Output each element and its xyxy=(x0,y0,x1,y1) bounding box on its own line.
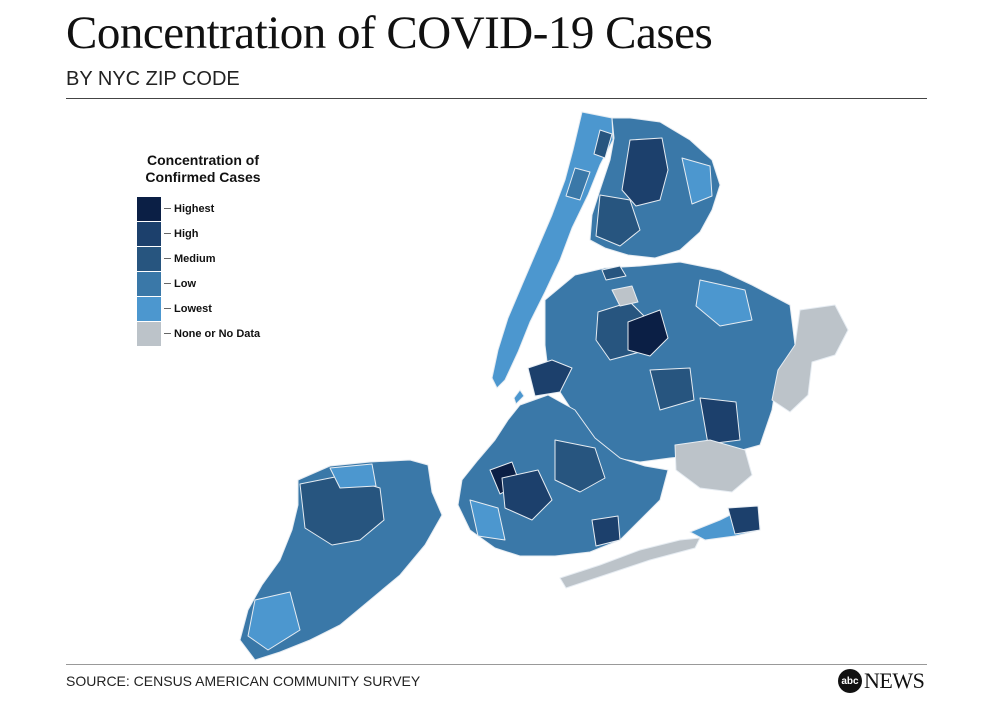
legend-title-line-2: Confirmed Cases xyxy=(145,169,261,185)
brooklyn-zip-area xyxy=(554,439,606,493)
legend-label-highest: Highest xyxy=(174,202,215,215)
legend-tick xyxy=(164,283,171,284)
legend-tick xyxy=(164,208,171,209)
map-legend: Concentration of Confirmed Cases Highest… xyxy=(128,152,288,346)
brooklyn-zip-area xyxy=(501,469,553,521)
legend-swatch-no-data xyxy=(137,321,161,346)
bronx-zip-area xyxy=(595,194,641,247)
abc-news-logo: abc NEWS xyxy=(838,668,925,694)
legend-item-high: High xyxy=(128,221,288,246)
footer-divider xyxy=(66,664,927,665)
legend-item-lowest: Lowest xyxy=(128,296,288,321)
legend-label-no-data: None or No Data xyxy=(174,327,261,340)
staten-island-zip-area xyxy=(329,463,377,489)
legend-item-no-data: None or No Data xyxy=(128,321,288,346)
page-title: Concentration of COVID-19 Cases xyxy=(66,7,713,59)
abc-logo-mark: abc xyxy=(838,669,862,693)
legend-label-lowest: Lowest xyxy=(174,302,212,315)
header-divider xyxy=(66,98,927,99)
no-data-area xyxy=(771,304,849,413)
queens-zip-area xyxy=(527,359,573,397)
legend-tick xyxy=(164,308,171,309)
no-data-area xyxy=(611,285,639,307)
legend-item-highest: Highest xyxy=(128,196,288,221)
legend-tick xyxy=(164,333,171,334)
source-note: SOURCE: CENSUS AMERICAN COMMUNITY SURVEY xyxy=(66,673,421,689)
staten-island-zip-area xyxy=(247,591,301,651)
brooklyn-zip-area xyxy=(469,499,506,541)
brooklyn-zip-area xyxy=(591,515,621,547)
bronx-zip-area xyxy=(621,137,669,207)
manhattan-zip-area xyxy=(593,129,613,159)
legend-swatch-low xyxy=(137,271,161,296)
legend-item-medium: Medium xyxy=(128,246,288,271)
legend-swatch-medium xyxy=(137,246,161,271)
legend-label-low: Low xyxy=(174,277,196,290)
page-subtitle: BY NYC ZIP CODE xyxy=(66,68,240,90)
rockaway-zip-area xyxy=(727,505,761,535)
bronx-zip-area xyxy=(681,157,713,205)
legend-tick xyxy=(164,258,171,259)
manhattan-zip-area xyxy=(565,167,591,201)
legend-label-medium: Medium xyxy=(174,252,216,265)
legend-item-low: Low xyxy=(128,271,288,296)
queens-zip-area xyxy=(627,309,669,357)
no-data-area xyxy=(674,439,753,493)
roosevelt-island xyxy=(513,389,525,405)
legend-title-line-1: Concentration of xyxy=(147,152,259,168)
legend-swatch-high xyxy=(137,221,161,246)
news-wordmark: NEWS xyxy=(864,668,925,693)
rikers-island xyxy=(601,265,627,281)
legend-label-high: High xyxy=(174,227,199,240)
queens-zip-area xyxy=(649,367,695,411)
no-data-area xyxy=(559,537,701,589)
queens-zip-area xyxy=(699,397,741,445)
legend-swatch-highest xyxy=(137,196,161,221)
legend-swatch-lowest xyxy=(137,296,161,321)
legend-title: Concentration of Confirmed Cases xyxy=(128,152,278,186)
legend-tick xyxy=(164,233,171,234)
queens-zip-area xyxy=(695,279,753,327)
